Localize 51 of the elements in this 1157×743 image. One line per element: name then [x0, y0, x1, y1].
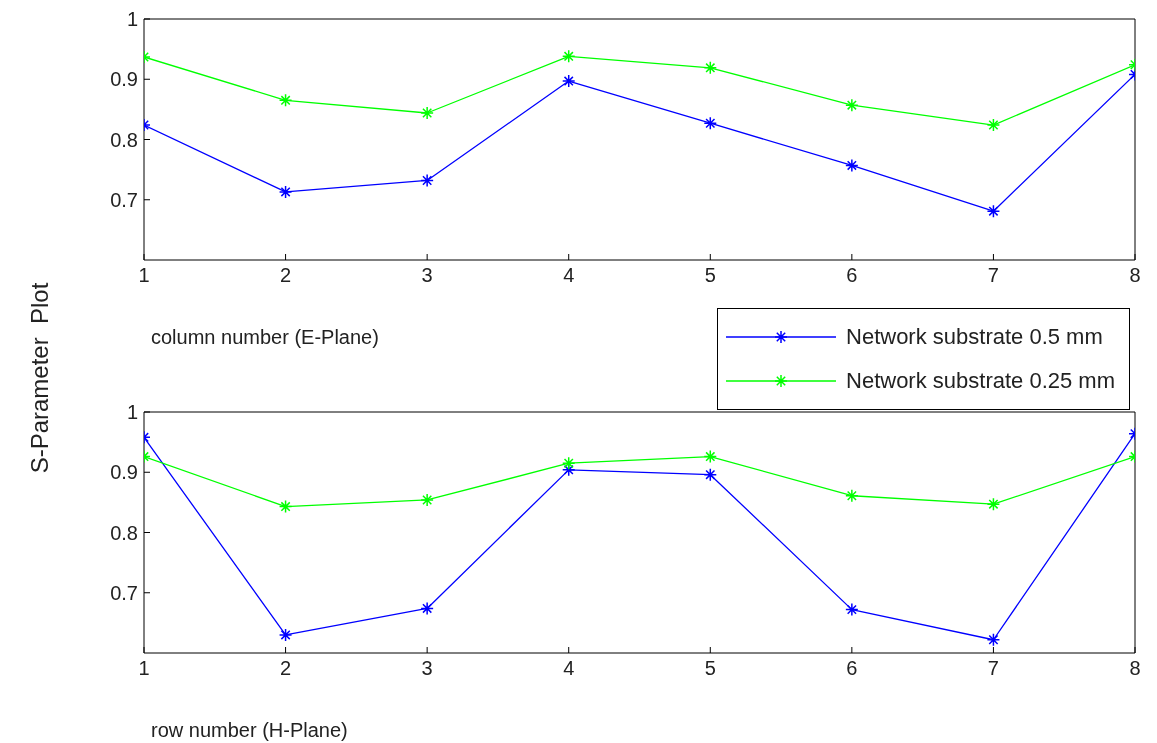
- x-tick-label: 8: [1129, 657, 1141, 680]
- point: [986, 118, 1001, 132]
- x-tick-label: 8: [1129, 264, 1141, 287]
- point: [420, 106, 434, 120]
- legend-label: Network substrate 0.5 mm: [846, 324, 1103, 350]
- point: [703, 467, 718, 482]
- legend-label: Network substrate 0.25 mm: [846, 368, 1115, 394]
- point: [420, 173, 434, 188]
- point: [703, 449, 718, 464]
- x-tick-label: 4: [563, 264, 575, 287]
- point: [278, 185, 293, 199]
- point: [561, 456, 576, 470]
- point: [703, 116, 718, 130]
- point: [561, 49, 576, 64]
- y-tick-label: 0.9: [110, 461, 138, 484]
- y-tick-label: 0.8: [110, 521, 138, 544]
- point: [420, 493, 434, 507]
- y-tick-label: 0.7: [110, 188, 138, 211]
- y-tick-label: 1: [126, 8, 138, 31]
- y-axis-title: S-Parameter Plot: [26, 282, 54, 474]
- point: [703, 61, 718, 75]
- point: [845, 602, 859, 617]
- y-tick-label: 0.8: [110, 128, 138, 151]
- x-axis-title: column number (E-Plane): [151, 326, 379, 349]
- y-tick-label: 0.7: [110, 581, 138, 604]
- x-tick-label: 6: [846, 657, 858, 680]
- point: [845, 489, 859, 503]
- y-tick-label: 0.9: [110, 68, 138, 91]
- point: [278, 628, 293, 642]
- y-tick-label: 1: [126, 401, 138, 424]
- point: [420, 601, 434, 616]
- x-tick-label: 3: [421, 264, 433, 287]
- x-tick-label: 7: [987, 657, 999, 680]
- point: [986, 497, 1001, 511]
- x-tick-label: 7: [987, 264, 999, 287]
- x-tick-label: 4: [563, 657, 575, 680]
- point: [845, 158, 859, 173]
- point: [986, 204, 1001, 218]
- point: [986, 633, 1001, 647]
- point: [561, 74, 576, 88]
- x-tick-label: 3: [421, 657, 433, 680]
- point: [278, 93, 293, 108]
- point: [561, 463, 576, 477]
- x-tick-label: 2: [280, 264, 292, 287]
- x-tick-label: 6: [846, 264, 858, 287]
- point: [845, 98, 859, 112]
- point: [278, 499, 293, 514]
- x-tick-label: 5: [704, 264, 716, 287]
- x-tick-label: 2: [280, 657, 292, 680]
- x-axis-title: row number (H-Plane): [151, 719, 348, 742]
- x-tick-label: 5: [704, 657, 716, 680]
